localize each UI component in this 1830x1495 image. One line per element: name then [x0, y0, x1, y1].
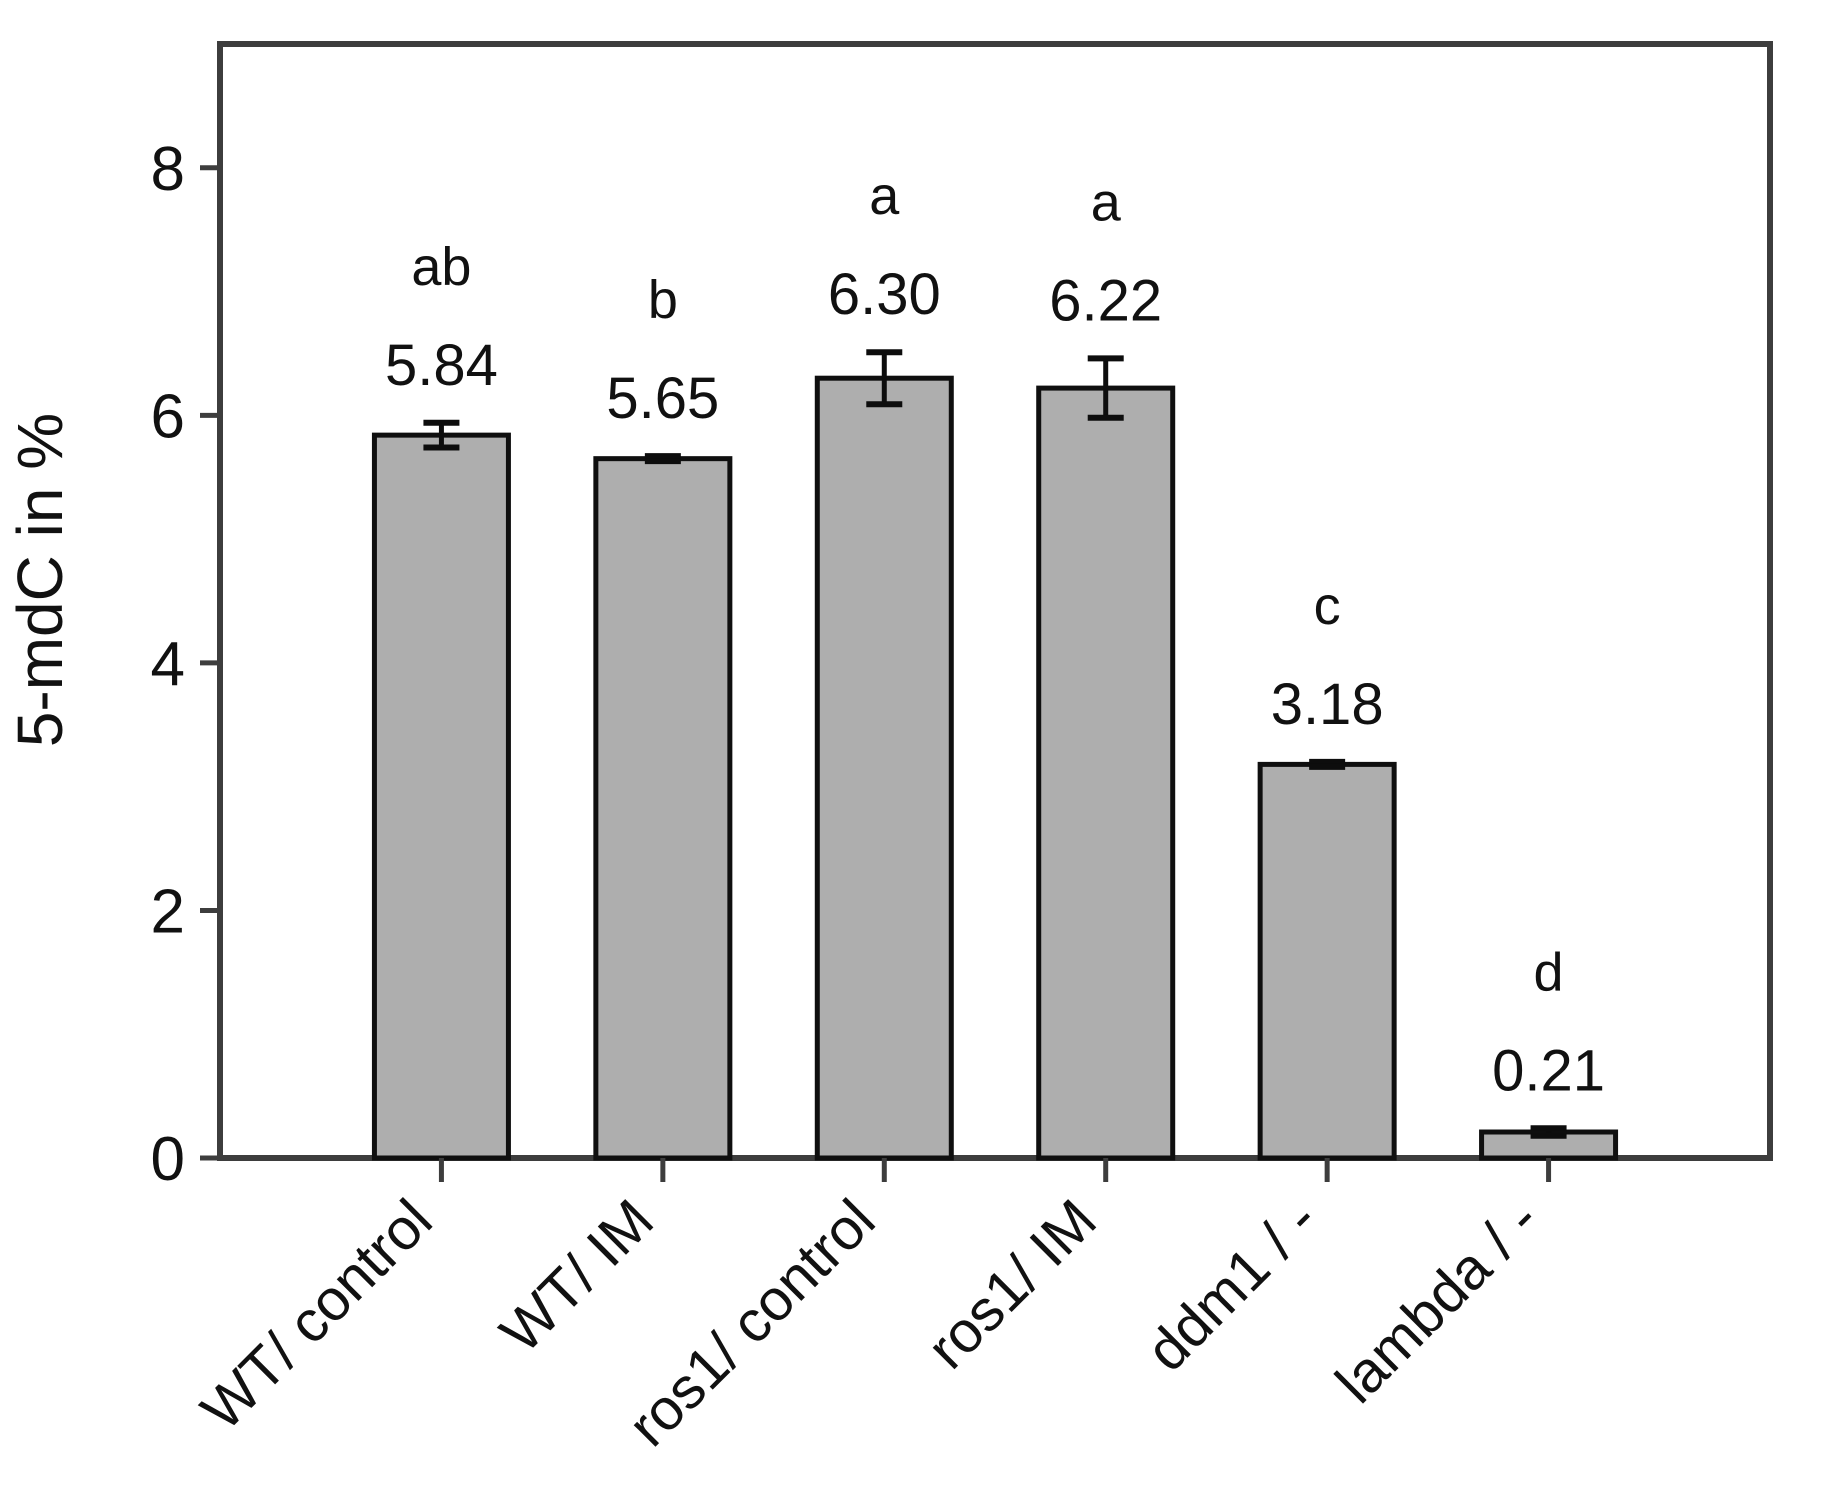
bar-value-label-3: 6.22	[1049, 268, 1162, 333]
y-axis-tick-label: 4	[151, 630, 185, 699]
bar-value-label-0: 5.84	[385, 333, 498, 398]
x-axis-category-label-0: WT/ control	[189, 1187, 445, 1443]
bar-2	[814, 375, 954, 1161]
bar-4	[1257, 761, 1397, 1161]
significance-letter-1: b	[648, 270, 678, 330]
bar-value-label-1: 5.65	[606, 366, 719, 431]
x-axis-category-label-4: ddm1 / -	[1134, 1187, 1330, 1383]
significance-letter-4: c	[1314, 576, 1341, 636]
y-axis-tick-label: 2	[151, 877, 185, 946]
significance-letter-0: ab	[411, 237, 471, 297]
y-axis-title: 5-mdC in %	[4, 413, 76, 747]
bar-3	[1036, 385, 1176, 1161]
significance-letter-2: a	[869, 166, 900, 226]
y-axis-tick-label: 0	[151, 1125, 185, 1194]
x-axis-category-label-1: WT/ IM	[488, 1187, 666, 1365]
bar-value-label-4: 3.18	[1271, 672, 1384, 737]
significance-letter-5: d	[1534, 942, 1564, 1002]
bar-value-label-2: 6.30	[828, 262, 941, 327]
bar-0	[371, 432, 511, 1161]
plot-frame	[217, 41, 1773, 1161]
bar-1	[593, 456, 733, 1161]
y-axis-tick-label: 6	[151, 382, 185, 451]
x-axis-category-label-3: ros1/ IM	[915, 1187, 1109, 1381]
significance-letter-3: a	[1091, 172, 1122, 232]
y-axis-tick-label: 8	[151, 135, 185, 204]
bar-value-label-5: 0.21	[1492, 1038, 1605, 1103]
x-axis-category-label-5: lambda / -	[1323, 1187, 1551, 1415]
